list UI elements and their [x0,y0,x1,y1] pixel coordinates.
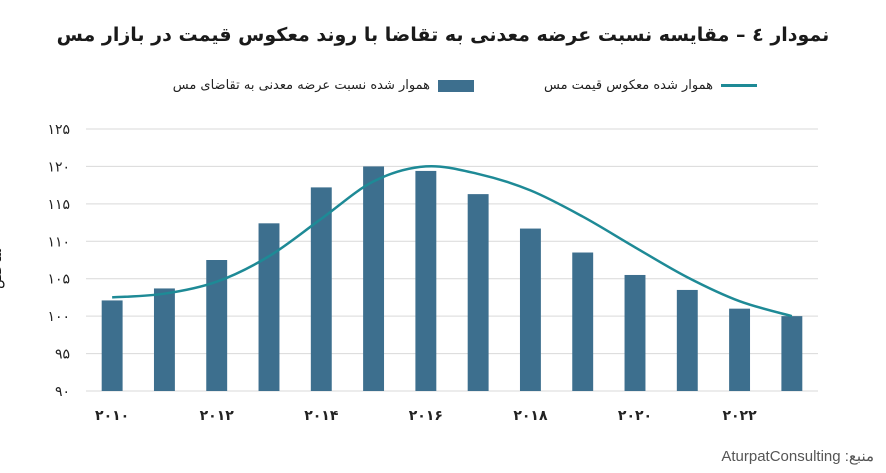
bar [258,223,280,391]
legend-item-line: هموار شده معکوس قیمت مس [544,78,757,93]
y-tick-label: ۹۵ [55,347,70,363]
x-tick-label: ۲۰۲۰ [618,408,652,424]
y-tick-label: ۱۱۰ [47,234,70,250]
bar [153,288,175,391]
x-tick-label: ۲۰۱۰ [95,408,129,424]
legend-label-bar: هموار شده نسبت عرضه معدنی به تقاضای مس [172,78,430,93]
legend-swatch-bar [438,79,474,92]
x-tick-label: ۲۰۲۲ [722,408,757,424]
bar [310,187,332,391]
source-label: منبع: AturpatConsulting [721,448,874,465]
x-tick-label: ۲۰۱۲ [200,408,235,424]
bar [624,274,646,391]
x-tick-label: ۲۰۱۸ [513,408,548,424]
y-tick-label: ۱۲۰ [47,159,70,175]
chart-title: نمودار ٤ – مقایسه نسبت عرضه معدنی به تقا… [56,24,830,46]
y-tick-label: ۱۱۵ [47,197,70,213]
y-tick-label: ۹۰ [55,384,70,400]
bar [729,308,751,391]
bar [781,316,803,391]
bar [572,252,594,391]
y-tick-label: ۱۰۰ [47,309,70,325]
series-line [112,164,793,318]
y-tick-label: ۱۲۵ [47,122,70,138]
bar [363,166,385,391]
x-tick-label: ۲۰۱۶ [409,408,443,424]
bar [467,194,489,391]
x-tick-label: ۲۰۱۴ [304,408,339,424]
bar [101,300,123,391]
legend-label-line: هموار شده معکوس قیمت مس [544,78,713,93]
bar [415,170,437,391]
legend-item-bar: هموار شده نسبت عرضه معدنی به تقاضای مس [173,78,474,93]
legend-swatch-line [721,84,757,87]
bar [206,260,228,391]
bar [676,289,698,391]
y-tick-label: ۱۰۵ [47,272,70,288]
legend: هموار شده معکوس قیمت مس هموار شده نسبت ع… [0,78,886,100]
bar [519,228,541,391]
